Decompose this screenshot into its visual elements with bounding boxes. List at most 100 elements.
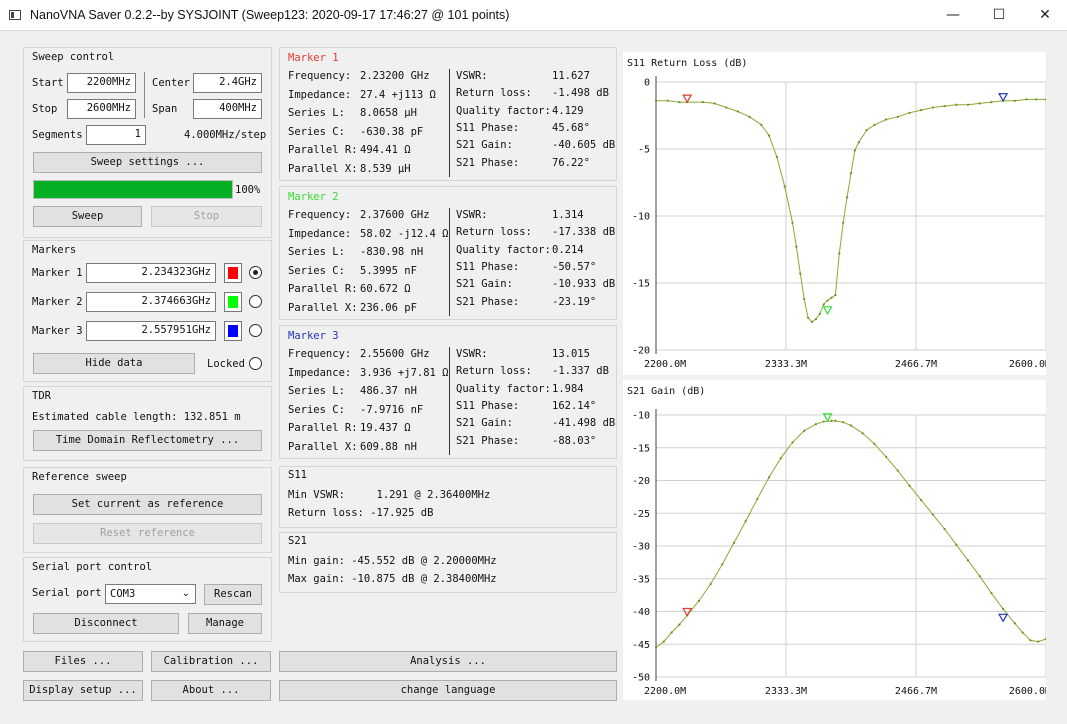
s21-summary-title: S21 [288, 535, 307, 547]
marker-field-label: S21 Phase: [456, 434, 520, 447]
change-language-button[interactable]: change language [279, 680, 617, 701]
tdr-button[interactable]: Time Domain Reflectometry ... [33, 430, 262, 451]
calibration-button[interactable]: Calibration ... [151, 651, 271, 672]
data-point [748, 115, 751, 118]
s11-return-loss-chart[interactable]: S11 Return Loss (dB) 0 -5 -10 -15 -20 2200.0M 2… [623, 52, 1046, 375]
data-point [795, 245, 798, 248]
data-point [1002, 607, 1005, 610]
data-point [846, 196, 849, 199]
reference-sweep-title: Reference sweep [32, 471, 127, 483]
data-point [1025, 98, 1028, 101]
marker-field-value: 486.37 nH [360, 385, 417, 397]
data-point [908, 484, 911, 487]
marker-color-button[interactable] [224, 263, 242, 283]
disconnect-button[interactable]: Disconnect [33, 613, 179, 634]
marker-field-value: 76.22° [552, 156, 590, 169]
segments-field[interactable]: 1 [86, 125, 146, 145]
marker-field-label: S21 Phase: [456, 295, 520, 308]
sweep-control-title: Sweep control [32, 51, 115, 63]
divider [144, 72, 145, 118]
data-point [1029, 639, 1032, 642]
minimize-icon[interactable]: — [946, 7, 960, 23]
markers-title: Markers [32, 244, 77, 256]
marker-frequency-field[interactable]: 2.234323GHz [86, 263, 216, 283]
series-line [655, 420, 1046, 648]
manage-button[interactable]: Manage [188, 613, 262, 634]
marker-field-value: -40.605 dB [552, 139, 616, 152]
stop-field[interactable]: 2600MHz [67, 99, 136, 119]
serial-port-select[interactable]: COM3 ⌄ [105, 584, 196, 604]
data-point [803, 429, 806, 432]
data-point [885, 455, 888, 459]
sweep-button[interactable]: Sweep [33, 206, 142, 227]
center-field[interactable]: 2.4GHz [193, 73, 262, 93]
display-setup-button[interactable]: Display setup ... [23, 680, 143, 701]
data-point [931, 106, 934, 109]
marker-field-label: Parallel X: [288, 440, 358, 453]
marker-active-radio[interactable] [249, 266, 262, 279]
marker-color-swatch [228, 325, 238, 337]
chevron-down-icon: ⌄ [181, 588, 190, 599]
marker-field-label: Impedance: [288, 88, 352, 101]
min-gain-text: Min gain: -45.552 dB @ 2.20000MHz [288, 555, 497, 567]
y-tick-label: -25 [632, 509, 650, 520]
data-point [1035, 98, 1038, 101]
marker-field-label: Series L: [288, 107, 345, 119]
files-button[interactable]: Files ... [23, 651, 143, 672]
x-tick-label: 2200.0M [644, 359, 686, 370]
marker-frequency-field[interactable]: 2.374663GHz [86, 292, 216, 312]
about-button[interactable]: About ... [151, 680, 271, 701]
marker-field-value: 11.627 [552, 70, 590, 82]
y-tick-label: -15 [632, 279, 650, 290]
marker-active-radio[interactable] [249, 295, 262, 308]
chart-title: S21 Gain (dB) [627, 386, 705, 397]
marker-field-value: -10.933 dB [552, 278, 616, 291]
maximize-icon[interactable]: ☐ [992, 7, 1006, 23]
close-icon[interactable]: ✕ [1039, 7, 1051, 23]
set-reference-button[interactable]: Set current as reference [33, 494, 262, 515]
marker-color-button[interactable] [224, 321, 242, 341]
marker-field-value: -50.57° [552, 260, 597, 273]
marker-field-label: Parallel R: [288, 283, 358, 295]
rescan-button[interactable]: Rescan [204, 584, 262, 605]
marker-field-value: -830.98 nH [360, 246, 424, 258]
x-tick-label: 2333.3M [765, 686, 807, 697]
start-label: Start [32, 77, 64, 89]
span-field[interactable]: 400MHz [193, 99, 262, 119]
marker-field-value: 58.02 -j12.4 Ω [360, 227, 449, 240]
data-point [736, 110, 739, 113]
start-field[interactable]: 2200MHz [67, 73, 136, 93]
sweep-control-group: Sweep control Start 2200MHz Center 2.4GH… [23, 47, 272, 238]
data-point [865, 129, 868, 132]
data-point [678, 623, 681, 626]
marker-triangle [998, 613, 1009, 623]
data-point [990, 592, 993, 595]
y-tick-label: -30 [632, 542, 650, 553]
marker-color-button[interactable] [224, 292, 242, 312]
chart-title: S11 Return Loss (dB) [627, 58, 747, 69]
marker-field-label: Series L: [288, 246, 345, 258]
marker-field-value: 1.314 [552, 209, 584, 221]
marker-field-value: -23.19° [552, 295, 597, 308]
marker-field-label: S21 Gain: [456, 278, 513, 291]
marker-field-label: Frequency: [288, 209, 352, 221]
title-bar: NanoVNA Saver 0.2.2--by SYSJOINT (Sweep1… [0, 0, 1067, 31]
data-point [955, 103, 958, 106]
marker-frequency-field[interactable]: 2.557951GHz [86, 321, 216, 341]
s21-gain-chart[interactable]: S21 Gain (dB) -10 -15 -20 -25 -30 -35 -40 -45 -50… [623, 380, 1046, 700]
locked-radio[interactable] [249, 357, 262, 370]
marker-field-value: 13.015 [552, 348, 590, 360]
hide-data-button[interactable]: Hide data [33, 353, 195, 374]
marker-field-value: -630.38 pF [360, 125, 424, 138]
reset-reference-button[interactable]: Reset reference [33, 523, 262, 544]
data-point [775, 155, 778, 159]
s11-summary-title: S11 [288, 469, 307, 481]
data-point [966, 559, 970, 562]
marker-active-radio[interactable] [249, 324, 262, 337]
data-point [713, 102, 716, 105]
stop-button[interactable]: Stop [151, 206, 262, 227]
sweep-settings-button[interactable]: Sweep settings ... [33, 152, 262, 173]
data-point [990, 101, 993, 104]
marker-field-value: -41.498 dB [552, 417, 616, 430]
analysis-button[interactable]: Analysis ... [279, 651, 617, 672]
